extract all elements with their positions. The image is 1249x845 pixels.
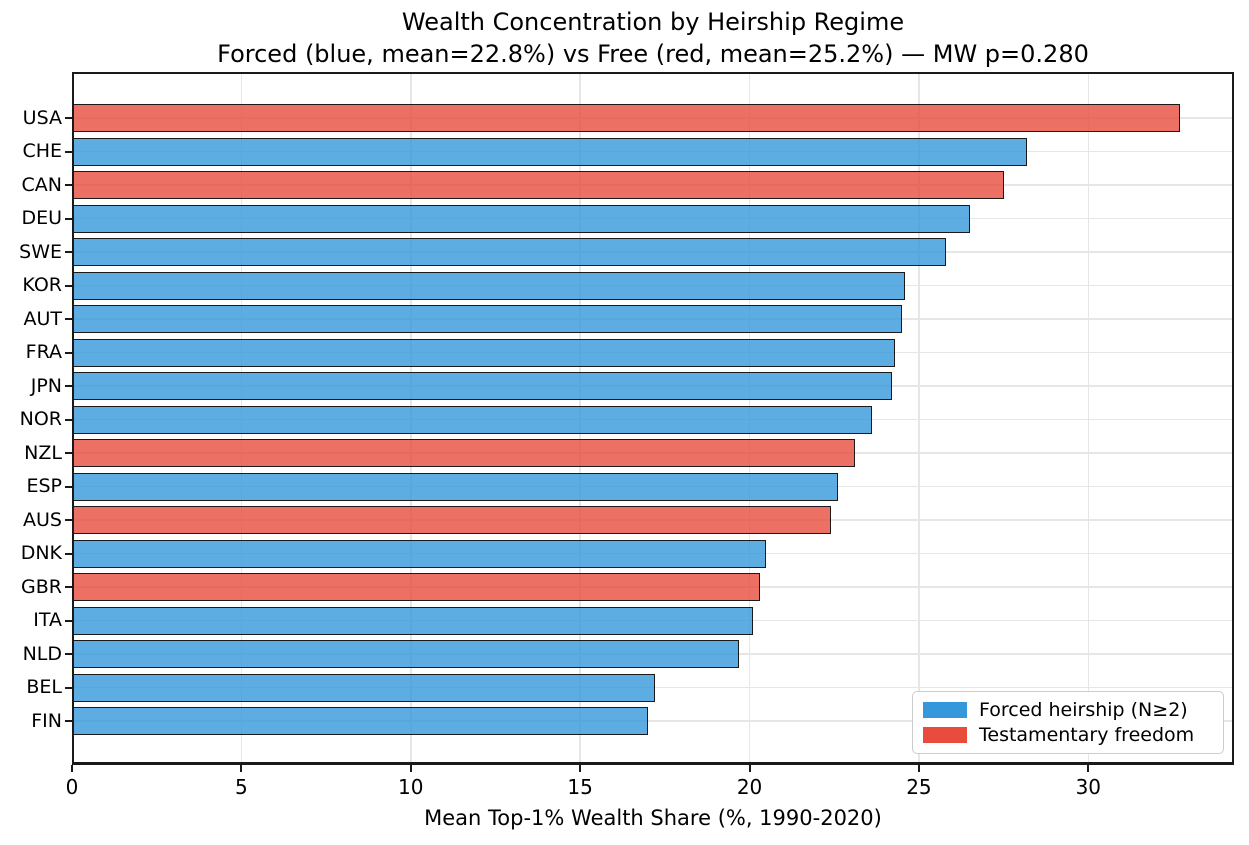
y-tick-mark: [65, 184, 73, 186]
axis-spine-left: [72, 72, 74, 765]
axis-spine-top: [72, 72, 1234, 74]
x-tick-mark: [917, 765, 920, 772]
chart-title-block: Wealth Concentration by Heirship Regime …: [72, 6, 1234, 70]
legend-entry-forced: Forced heirship (N≥2): [923, 699, 1213, 721]
x-tick-mark: [240, 765, 243, 772]
bar-kor: [72, 271, 906, 300]
y-tick-label-nld: NLD: [22, 642, 62, 665]
y-tick-label-kor: KOR: [22, 274, 62, 296]
y-tick-label-swe: SWE: [19, 240, 62, 263]
x-tick-mark: [1087, 765, 1090, 772]
y-tick-label-nzl: NZL: [24, 441, 62, 464]
bar-jpn: [72, 372, 892, 400]
legend-swatch-free: [923, 727, 967, 744]
y-tick-label-jpn: JPN: [30, 374, 62, 397]
bar-bel: [72, 673, 655, 702]
y-tick-mark: [65, 452, 73, 454]
y-tick-mark: [65, 217, 73, 220]
x-tick-mark: [579, 765, 582, 772]
bar-aut: [72, 305, 902, 333]
x-tick-label-0: 0: [65, 775, 79, 799]
x-tick-label-30: 30: [1075, 775, 1102, 799]
chart-title: Wealth Concentration by Heirship Regime: [401, 8, 905, 36]
y-tick-mark: [65, 653, 73, 655]
bar-usa: [72, 104, 1180, 132]
y-tick-mark: [65, 385, 73, 387]
horizontal-gridline: [72, 720, 1234, 722]
y-tick-label-usa: USA: [22, 106, 62, 129]
legend-entry-free: Testamentary freedom: [923, 724, 1213, 746]
y-tick-label-bel: BEL: [26, 676, 62, 698]
y-tick-label-nor: NOR: [19, 408, 62, 430]
y-tick-mark: [65, 720, 73, 722]
x-tick-label-5: 5: [235, 775, 248, 799]
y-tick-label-can: CAN: [21, 173, 62, 196]
y-tick-mark: [65, 485, 73, 488]
x-axis-label: Mean Top-1% Wealth Share (%, 1990-2020): [424, 806, 882, 830]
y-tick-label-ita: ITA: [33, 609, 62, 631]
y-tick-mark: [65, 552, 73, 555]
y-tick-label-gbr: GBR: [21, 575, 62, 598]
x-tick-mark: [409, 765, 412, 772]
axis-spine-bottom: [72, 762, 1234, 765]
legend-label-forced: Forced heirship (N≥2): [979, 698, 1188, 721]
bar-nzl: [72, 439, 855, 467]
bar-nor: [72, 405, 872, 434]
legend: Forced heirship (N≥2) Testamentary freed…: [912, 691, 1224, 754]
bar-nld: [72, 640, 740, 668]
x-tick-label-10: 10: [398, 775, 424, 799]
bar-aus: [72, 506, 831, 534]
y-tick-label-fra: FRA: [25, 341, 62, 363]
y-tick-label-aut: AUT: [23, 307, 62, 330]
x-tick-mark: [71, 765, 73, 772]
bar-fin: [72, 707, 648, 735]
y-tick-mark: [65, 418, 73, 421]
vertical-gridline: [918, 72, 920, 765]
bar-che: [72, 137, 1028, 166]
bar-gbr: [72, 573, 760, 601]
y-tick-mark: [65, 251, 73, 253]
y-tick-label-deu: DEU: [21, 207, 62, 229]
plot-area: [72, 72, 1234, 765]
y-tick-mark: [65, 519, 73, 521]
x-tick-mark: [748, 765, 751, 772]
y-tick-mark: [65, 351, 73, 354]
bar-deu: [72, 204, 970, 233]
y-tick-label-fin: FIN: [31, 709, 62, 732]
x-tick-label-20: 20: [736, 775, 763, 799]
legend-label-free: Testamentary freedom: [979, 724, 1195, 747]
bar-ita: [72, 606, 753, 635]
y-tick-mark: [65, 619, 73, 622]
y-tick-mark: [65, 117, 73, 119]
y-tick-mark: [65, 284, 73, 287]
y-tick-mark: [65, 586, 73, 588]
y-tick-mark: [65, 686, 73, 689]
y-tick-label-aus: AUS: [23, 508, 62, 531]
y-tick-mark: [65, 150, 73, 153]
bar-swe: [72, 238, 947, 266]
bar-dnk: [72, 539, 767, 568]
y-tick-label-esp: ESP: [26, 475, 62, 497]
vertical-gridline: [1087, 72, 1090, 765]
bar-fra: [72, 338, 896, 367]
axis-spine-right: [1232, 72, 1234, 765]
y-tick-label-che: CHE: [22, 140, 62, 162]
bar-can: [72, 171, 1004, 199]
y-tick-mark: [65, 318, 73, 320]
chart-subtitle: Forced (blue, mean=22.8%) vs Free (red, …: [217, 40, 1089, 68]
y-tick-label-dnk: DNK: [20, 542, 62, 564]
x-tick-label-15: 15: [567, 775, 593, 799]
bar-esp: [72, 472, 838, 501]
x-tick-label-25: 25: [906, 775, 932, 799]
legend-swatch-forced: [923, 701, 967, 718]
